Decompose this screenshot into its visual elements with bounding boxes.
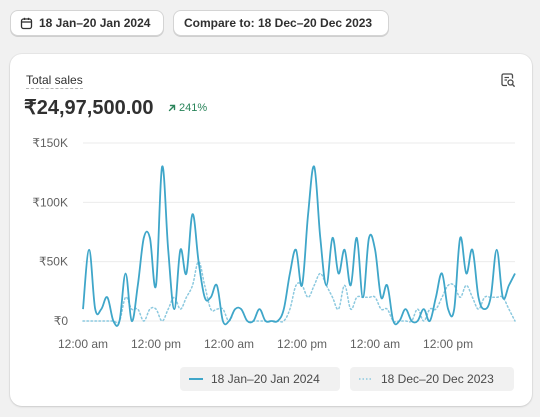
- explore-data-icon: [501, 73, 515, 87]
- metric-value: ₹24,97,500.00: [24, 97, 154, 119]
- legend-dotted-line-icon: [359, 378, 373, 380]
- series-line-current: [82, 165, 516, 327]
- x-tick-label: 12:00 am: [350, 337, 400, 351]
- y-tick-label: ₹100K: [32, 195, 68, 209]
- legend-label-current: 18 Jan–20 Jan 2024: [211, 372, 320, 386]
- legend-item-compare[interactable]: 18 Dec–20 Dec 2023: [350, 367, 514, 391]
- calendar-icon: [20, 17, 33, 29]
- x-tick-label: 12:00 pm: [277, 337, 327, 351]
- legend-item-current[interactable]: 18 Jan–20 Jan 2024: [180, 367, 340, 391]
- y-tick-label: ₹0: [54, 314, 69, 328]
- date-range-label: 18 Jan–20 Jan 2024: [39, 16, 151, 30]
- x-tick-label: 12:00 am: [58, 337, 108, 351]
- x-tick-label: 12:00 pm: [423, 337, 473, 351]
- metric-label[interactable]: Total sales: [26, 73, 83, 89]
- metric-change: 241%: [168, 102, 207, 114]
- arrow-up-right-icon: [168, 104, 176, 112]
- total-sales-card: Total sales ₹24,97,500.00 241% ₹0 ₹50K ₹10…: [10, 54, 532, 406]
- legend-solid-line-icon: [189, 378, 203, 380]
- compare-to-button[interactable]: Compare to: 18 Dec–20 Dec 2023: [173, 10, 389, 36]
- compare-to-label: Compare to: 18 Dec–20 Dec 2023: [184, 16, 373, 30]
- x-tick-label: 12:00 am: [204, 337, 254, 351]
- metric-change-value: 241%: [179, 102, 208, 114]
- x-tick-label: 12:00 pm: [131, 337, 181, 351]
- y-tick-label: ₹50K: [39, 255, 68, 269]
- sales-line-chart: ₹0 ₹50K ₹100K ₹150K 12:00 am 12:00 pm 12:00 am…: [32, 136, 516, 351]
- explore-data-button[interactable]: [499, 71, 517, 89]
- date-range-button[interactable]: 18 Jan–20 Jan 2024: [10, 10, 164, 36]
- y-tick-label: ₹150K: [32, 136, 68, 150]
- series-line-compare: [82, 260, 516, 324]
- legend-label-compare: 18 Dec–20 Dec 2023: [381, 372, 494, 386]
